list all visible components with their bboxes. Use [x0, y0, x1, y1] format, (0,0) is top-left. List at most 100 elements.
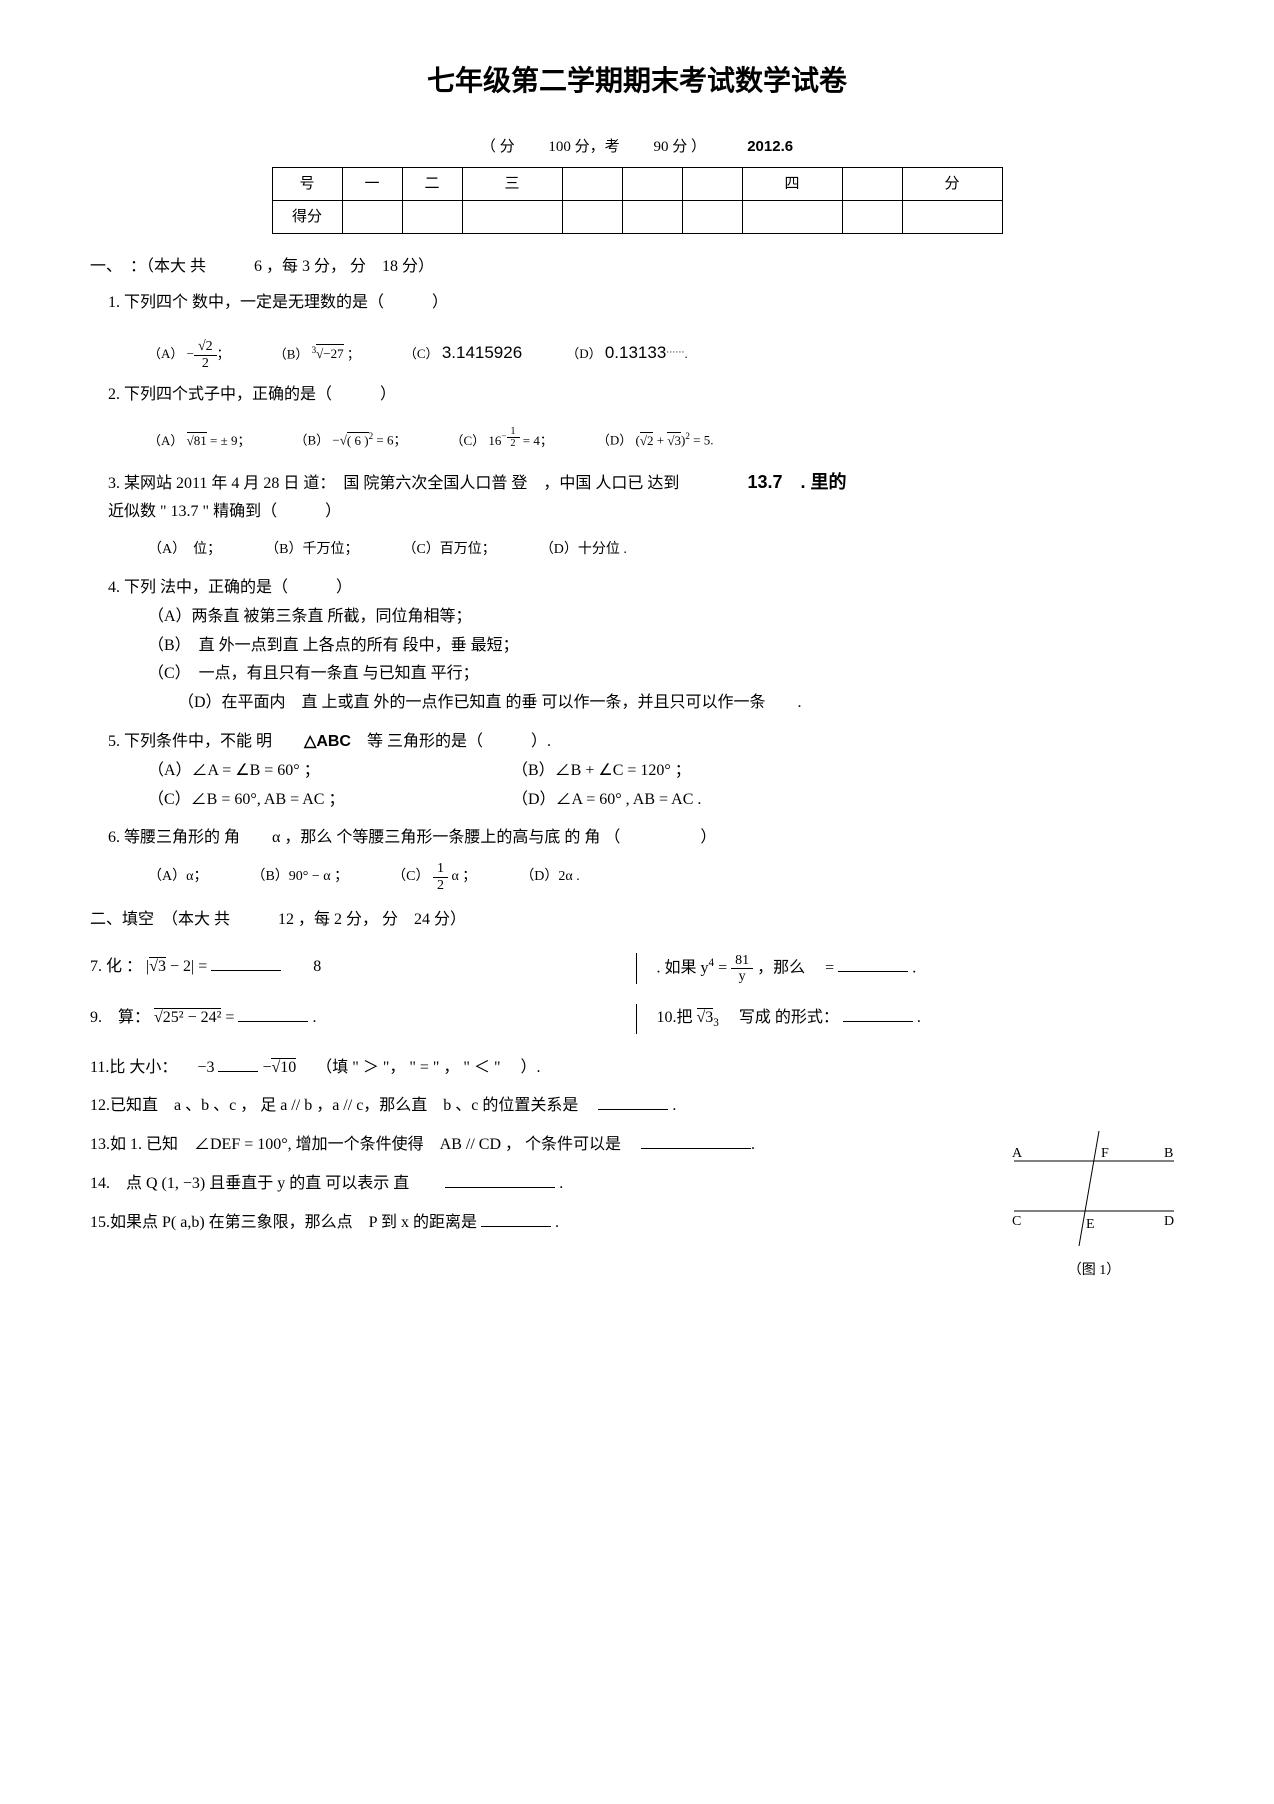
q1-opt-a: （A） −√22；: [148, 339, 230, 371]
q9-stem: 9. 算：: [90, 1009, 150, 1026]
cell: [742, 200, 842, 233]
question-1: 1. 下列四个 数中，一定是无理数的是（ ） （A） −√22； （B） 3√−…: [108, 289, 1184, 371]
question-5: 5. 下列条件中，不能 明 △ABC 等 三角形的是（ ）. （A）∠A = ∠…: [108, 728, 1184, 814]
blank: [481, 1211, 551, 1227]
opt-label: （D）: [597, 433, 632, 448]
q2-opt-c: （C） 16−12 = 4；: [450, 426, 552, 452]
cell: 得分: [272, 200, 342, 233]
q10-b: 写成 的形式：: [739, 1009, 839, 1026]
opt-label: （B）: [295, 433, 330, 448]
cell: [562, 167, 622, 200]
q4-opt-b: （B） 直 外一点到直 上各点的所有 段中，垂 最短；: [148, 632, 1184, 661]
page-title: 七年级第二学期期末考试数学试卷: [90, 60, 1184, 105]
q3-stem-c: 近似数 " 13.7 " 精确到（ ）: [108, 498, 1184, 527]
exam-meta: （ 分 100 分，考 90 分 ） 2012.6: [90, 135, 1184, 159]
blank: [211, 955, 281, 971]
q1-stem: 1. 下列四个 数中，一定是无理数的是（ ）: [108, 289, 1184, 318]
q11-b: （填 " ＞ "， " = " ， " ＜ " ）.: [316, 1059, 540, 1076]
section-2-head: 二、填空 （本大 共 12 ，每 2 分， 分 24 分）: [90, 907, 1184, 933]
table-row: 号 一 二 三 四 分: [272, 167, 1002, 200]
cell: 号: [272, 167, 342, 200]
cell: [402, 200, 462, 233]
opt-label: （A）: [148, 433, 183, 448]
q6-opt-b: （B）90° − α ；: [251, 864, 348, 889]
opt-label: （C）: [450, 433, 485, 448]
cell: [842, 167, 902, 200]
row-q9-q10: 9. 算： √25² − 24² = . 10.把 √33 写成 的形式： .: [90, 994, 1184, 1043]
question-9: 9. 算： √25² − 24² = .: [90, 1004, 618, 1033]
q1-opt-d: （D） 0.13133…….: [566, 338, 688, 369]
q8-b: ，那么: [757, 959, 805, 976]
q3-stem-a: 3. 某网站 2011 年 4 月 28 日 道： 国 院第六次全国人口普 登 …: [108, 475, 679, 492]
q3-opt-a: （A） 位；: [148, 537, 221, 562]
q7-stem: 7. 化 ：: [90, 958, 142, 975]
score-table: 号 一 二 三 四 分 得分: [272, 167, 1003, 234]
opt-label: （A）: [148, 346, 183, 361]
fig-label-c: C: [1012, 1214, 1021, 1229]
q4-stem: 4. 下列 法中，正确的是（ ）: [108, 574, 1184, 603]
cell: [462, 200, 562, 233]
q4-opt-d: （D）在平面内 直 上或直 外的一点作已知直 的垂 可以作一条，并且只可以作一条…: [178, 689, 1184, 718]
fig-label-b: B: [1164, 1146, 1173, 1161]
section-1-head: 一、 ：（本大 共 6 ，每 3 分， 分 18 分）: [90, 254, 1184, 280]
opt-label: （B）: [274, 346, 309, 361]
meta-date: 2012.6: [747, 138, 793, 155]
opt-label: （D）: [566, 346, 601, 361]
q6-opt-d: （D）2α .: [520, 864, 579, 889]
blank: [598, 1094, 668, 1110]
q6-opt-a: （A）α；: [148, 864, 207, 889]
blank: [838, 956, 908, 972]
row-q7-q8: 7. 化 ： |√3 − 2| = 8 . 如果 y4 = 81y ，那么 = …: [90, 943, 1184, 995]
meta-score: 100 分，考: [548, 139, 619, 155]
q2-stem: 2. 下列四个式子中，正确的是（ ）: [108, 381, 1184, 410]
cell: 四: [742, 167, 842, 200]
q5-opt-c: （C）∠B = 60°, AB = AC ；: [148, 786, 508, 815]
figure-svg: A B C D F E: [1004, 1131, 1184, 1251]
cell: [342, 200, 402, 233]
cell: 三: [462, 167, 562, 200]
blank: [238, 1006, 308, 1022]
blank: [445, 1172, 555, 1188]
q1-opt-c: （C） 3.1415926: [404, 338, 522, 369]
question-3: 3. 某网站 2011 年 4 月 28 日 道： 国 院第六次全国人口普 登 …: [108, 466, 1184, 564]
question-10: 10.把 √33 写成 的形式： .: [636, 1004, 1185, 1033]
cell: [682, 200, 742, 233]
figure-1: A B C D F E （图 1）: [1004, 1131, 1184, 1251]
q8-a: . 如果: [657, 959, 697, 976]
q5-opt-a: （A）∠A = ∠B = 60° ；: [148, 757, 508, 786]
cell: [902, 200, 1002, 233]
q6-stem: 6. 等腰三角形的 角 α ，那么 个等腰三角形一条腰上的高与底 的 角 （ ）: [108, 824, 1184, 853]
q1-c-val: 3.1415926: [442, 343, 522, 362]
q8-c: =: [825, 959, 834, 976]
q3-val: 13.7 . 里的: [747, 472, 846, 492]
q2-opt-b: （B） −√( 6 )2 = 6；: [295, 428, 407, 452]
q3-opt-d: （D）十分位 .: [540, 537, 627, 562]
q13-stem: 13.如 1. 已知 ∠DEF = 100°, 增加一个条件使得 AB // C…: [90, 1136, 621, 1153]
q6-opt-c: （C） 12 α ；: [392, 861, 476, 893]
q15-stem: 15.如果点 P( a,b) 在第三象限，那么点 P 到 x 的距离是: [90, 1214, 477, 1231]
cell: [682, 167, 742, 200]
fig-label-e: E: [1086, 1217, 1095, 1232]
figure-caption: （图 1）: [1004, 1260, 1184, 1282]
cell: [562, 200, 622, 233]
cell: [622, 200, 682, 233]
q4-opt-a: （A）两条直 被第三条直 所截，同位角相等；: [148, 603, 1184, 632]
cell: 分: [902, 167, 1002, 200]
q2-opt-a: （A） √81 = ± 9；: [148, 429, 251, 452]
q1-d-val: 0.13133: [605, 343, 666, 362]
question-11: 11.比 大小： −3 −√10 （填 " ＞ "， " = " ， " ＜ "…: [90, 1054, 1184, 1083]
q3-opt-c: （C）百万位；: [402, 537, 495, 562]
q5-stem: 5. 下列条件中，不能 明 △ABC 等 三角形的是（ ）.: [108, 728, 1184, 757]
q14-stem: 14. 点 Q (1, −3) 且垂直于 y 的直 可以表示 直: [90, 1175, 409, 1192]
question-12: 12.已知直 a 、b 、c ， 足 a // b ，a // c，那么直 b …: [90, 1092, 1184, 1121]
q13-15-block: A B C D F E （图 1） 13.如 1. 已知 ∠DEF = 100°…: [90, 1131, 1184, 1251]
q5-opt-d: （D）∠A = 60° , AB = AC .: [512, 791, 701, 808]
blank: [843, 1006, 913, 1022]
q1-opt-b: （B） 3√−27 ；: [274, 342, 360, 366]
table-row: 得分: [272, 200, 1002, 233]
fig-label-f: F: [1101, 1146, 1109, 1161]
blank: [218, 1056, 258, 1072]
q10-a: 10.把: [657, 1009, 693, 1026]
question-4: 4. 下列 法中，正确的是（ ） （A）两条直 被第三条直 所截，同位角相等； …: [108, 574, 1184, 718]
fig-label-a: A: [1012, 1146, 1023, 1161]
